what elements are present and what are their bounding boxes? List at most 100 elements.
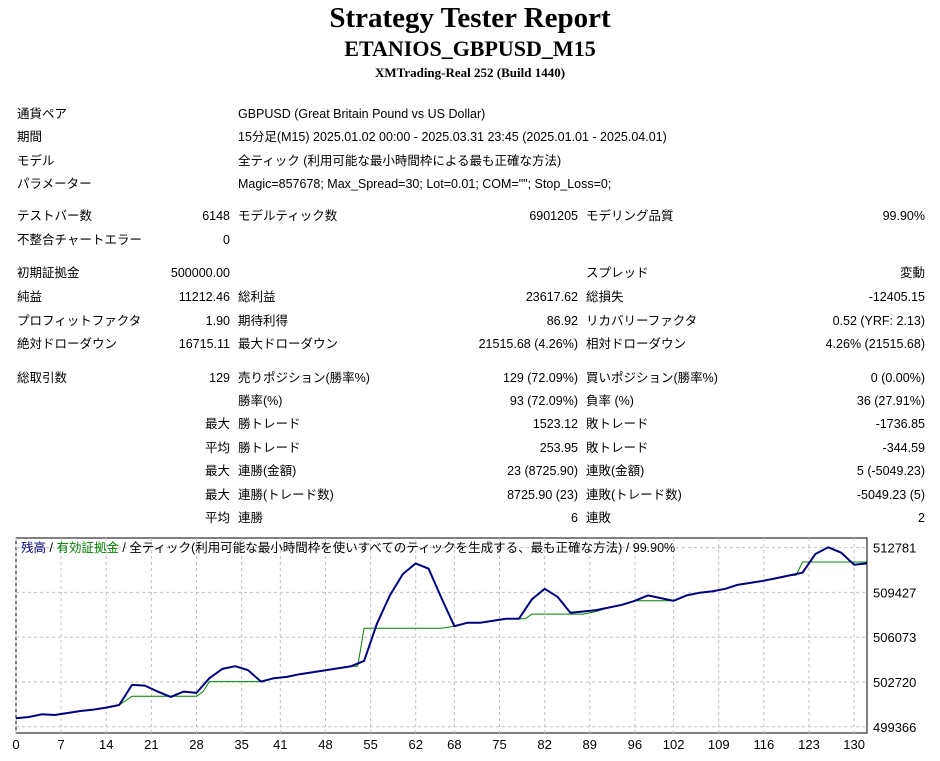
max-dd-label: 最大ドローダウン bbox=[238, 337, 339, 351]
series-layer bbox=[15, 546, 868, 720]
model-label: モデル bbox=[17, 154, 55, 168]
rel-dd-label: 相対ドローダウン bbox=[586, 337, 687, 351]
total-trades-value: 129 bbox=[209, 371, 230, 385]
x-tick-label: 116 bbox=[753, 737, 774, 752]
expected-label: 期待利得 bbox=[238, 314, 289, 328]
x-tick-label: 28 bbox=[189, 737, 203, 752]
x-tick-label: 102 bbox=[663, 737, 685, 752]
period-value: 15分足(M15) 2025.01.02 00:00 - 2025.03.31 … bbox=[238, 130, 667, 144]
deposit-value: 500000.00 bbox=[170, 266, 230, 280]
rf-value: 0.52 (YRF: 2.13) bbox=[832, 314, 925, 328]
gross-loss-value: -12405.15 bbox=[868, 290, 925, 304]
largest-win-value: 1523.12 bbox=[532, 417, 578, 431]
x-tick-label: 14 bbox=[99, 737, 113, 752]
win-rate-value: 93 (72.09%) bbox=[509, 394, 578, 408]
x-tick-label: 82 bbox=[537, 737, 551, 752]
avg-consec-loss-label: 連敗 bbox=[586, 511, 612, 525]
total-trades-label: 総取引数 bbox=[17, 371, 68, 385]
ticks-value: 6901205 bbox=[529, 209, 578, 223]
avg-loss-value: -344.59 bbox=[882, 441, 925, 455]
x-tick-label: 41 bbox=[273, 737, 287, 752]
avg-word: 平均 bbox=[204, 441, 230, 455]
avg-consec-loss-value: 2 bbox=[918, 511, 925, 525]
x-tick-label: 55 bbox=[363, 737, 377, 752]
model-value: 全ティック (利用可能な最小時間枠による最も正確な方法) bbox=[238, 154, 562, 168]
rf-label: リカバリーファクタ bbox=[586, 314, 698, 328]
max-word: 最大 bbox=[204, 464, 230, 478]
x-tick-label: 68 bbox=[447, 737, 461, 752]
y-tick-label: 512781 bbox=[873, 541, 916, 556]
y-tick-label: 499366 bbox=[873, 720, 916, 735]
report-title: Strategy Tester Report bbox=[329, 2, 611, 34]
params-label: パラメーター bbox=[17, 177, 92, 191]
rel-dd-value: 4.26% (21515.68) bbox=[825, 337, 925, 351]
server-name: XMTrading-Real 252 (Build 1440) bbox=[374, 65, 566, 80]
symbol-value: GBPUSD (Great Britain Pound vs US Dollar… bbox=[238, 107, 486, 121]
x-tick-label: 130 bbox=[843, 737, 865, 752]
gross-profit-label: 総利益 bbox=[238, 290, 276, 304]
long-label: 買いポジション(勝率%) bbox=[586, 371, 718, 385]
symbol-label: 通貨ペア bbox=[17, 107, 68, 121]
x-tick-label: 75 bbox=[492, 737, 506, 752]
avg-win-label: 勝トレード bbox=[238, 441, 301, 455]
balance-chart: 0 7 14 21 28 35 41 48 55 62 68 75 82 89 96 102 109 116 123… bbox=[12, 537, 916, 752]
mismatch-label: 不整合チャートエラー bbox=[17, 233, 142, 247]
max-consec-loss-money-value: 5 (-5049.23) bbox=[856, 464, 925, 478]
max-dd-value: 21515.68 (4.26%) bbox=[478, 337, 578, 351]
legend-equity: 有効証拠金 bbox=[56, 540, 119, 555]
mismatch-value: 0 bbox=[223, 233, 230, 247]
max-consec-win-money-value: 23 (8725.90) bbox=[507, 464, 578, 478]
expert-name: ETANIOS_GBPUSD_M15 bbox=[344, 36, 596, 61]
largest-loss-value: -1736.85 bbox=[875, 417, 925, 431]
y-tick-label: 509427 bbox=[873, 585, 916, 600]
expected-value: 86.92 bbox=[546, 314, 578, 328]
largest-win-label: 勝トレード bbox=[238, 417, 301, 431]
grid bbox=[15, 538, 867, 733]
avg-win-value: 253.95 bbox=[539, 441, 578, 455]
legend-separator: / bbox=[119, 541, 129, 555]
bars-label: テストバー数 bbox=[17, 209, 93, 223]
balance-line bbox=[15, 546, 868, 720]
largest-loss-label: 敗トレード bbox=[586, 417, 649, 431]
net-label: 純益 bbox=[17, 290, 43, 304]
loss-rate-label: 負率 (%) bbox=[586, 394, 634, 408]
win-rate-label: 勝率(%) bbox=[238, 394, 283, 408]
avg-consec-win-value: 6 bbox=[571, 511, 578, 525]
abs-dd-value: 16715.11 bbox=[178, 337, 230, 351]
quality-value: 99.90% bbox=[882, 209, 925, 223]
max-consec-loss-trades-label: 連敗(トレード数) bbox=[586, 488, 682, 502]
net-value: 11212.46 bbox=[178, 290, 230, 304]
max-consec-win-trades-value: 8725.90 (23) bbox=[507, 488, 578, 502]
gross-profit-value: 23617.62 bbox=[525, 290, 578, 304]
period-label: 期間 bbox=[17, 130, 43, 144]
x-tick-label: 21 bbox=[144, 737, 158, 752]
x-tick-label: 89 bbox=[583, 737, 597, 752]
x-axis: 0 7 14 21 28 35 41 48 55 62 68 75 82 89 96 102 109 116 123… bbox=[12, 737, 865, 752]
max-consec-win-money-label: 連勝(金額) bbox=[238, 464, 297, 478]
legend-separator: / bbox=[46, 541, 56, 555]
avg-word: 平均 bbox=[204, 511, 230, 525]
spread-label: スプレッド bbox=[586, 266, 649, 280]
x-tick-label: 48 bbox=[318, 737, 332, 752]
x-tick-label: 123 bbox=[798, 737, 820, 752]
x-tick-label: 7 bbox=[58, 737, 65, 752]
loss-rate-value: 36 (27.91%) bbox=[856, 394, 925, 408]
avg-consec-win-label: 連勝 bbox=[238, 511, 264, 525]
deposit-label: 初期証拠金 bbox=[17, 266, 80, 280]
x-tick-label: 109 bbox=[708, 737, 730, 752]
y-tick-label: 506073 bbox=[873, 630, 916, 645]
ticks-label: モデルティック数 bbox=[238, 209, 338, 223]
avg-loss-label: 敗トレード bbox=[586, 441, 649, 455]
plot-area bbox=[15, 537, 868, 734]
y-axis: 499366 502720 506073 509427 512781 bbox=[873, 541, 916, 735]
x-tick-label: 0 bbox=[12, 737, 19, 752]
short-value: 129 (72.09%) bbox=[502, 371, 578, 385]
abs-dd-label: 絶対ドローダウン bbox=[17, 337, 118, 351]
x-tick-label: 96 bbox=[628, 737, 642, 752]
bars-value: 6148 bbox=[202, 209, 230, 223]
params-value: Magic=857678; Max_Spread=30; Lot=0.01; C… bbox=[238, 177, 612, 191]
pf-value: 1.90 bbox=[205, 314, 230, 328]
quality-label: モデリング品質 bbox=[586, 209, 674, 223]
legend-description: 全ティック(利用可能な最小時間枠を使いすべてのティックを生成する、最も正確な方法… bbox=[129, 540, 675, 555]
pf-label: プロフィットファクタ bbox=[17, 314, 142, 328]
